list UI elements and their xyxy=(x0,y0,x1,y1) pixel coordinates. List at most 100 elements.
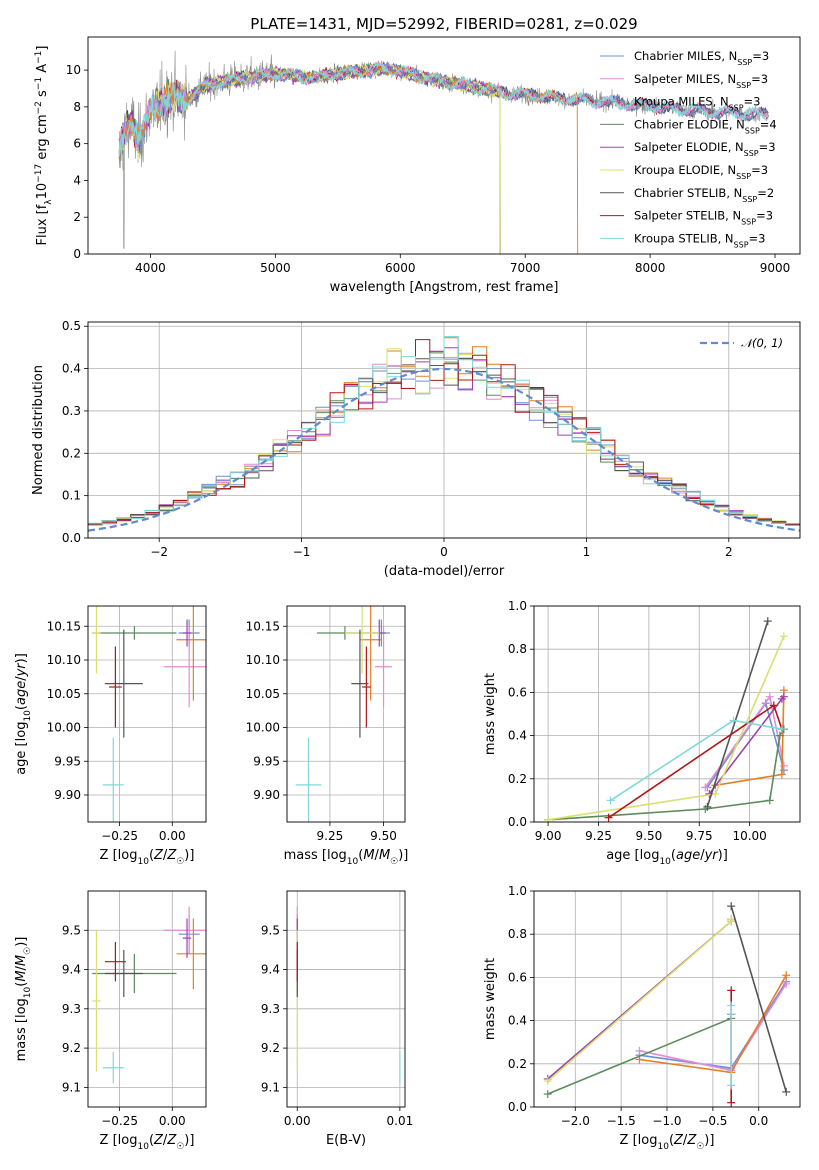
y-tick-label: 4 xyxy=(73,173,81,187)
legend-label-n: =3 xyxy=(756,209,773,223)
y-tick-label: 0 xyxy=(73,247,81,261)
y-tick-label: 0.2 xyxy=(508,772,527,786)
x-tick-label: −0.25 xyxy=(101,829,138,843)
xlabel-part: ( xyxy=(149,1133,154,1148)
x-tick-label: 2 xyxy=(725,545,733,559)
age_vs_mass-xlabel: mass [log10(M/M☉)] xyxy=(284,848,409,867)
y-tick-label: 0.6 xyxy=(508,685,527,699)
weight_vs_Z-axes: −2.0 −1.5 −1.0 −0.5 0.0 0.0 0.2 0.4 0.6 0.8 1.0 xyxy=(508,884,800,1128)
legend-label: Kroupa STELIB, NSSP=3 xyxy=(634,231,765,249)
legend-label-sub: SSP xyxy=(736,172,751,181)
legend-label-sub: SSP xyxy=(742,194,757,203)
legend-label: Salpeter MILES, NSSP=3 xyxy=(634,72,768,90)
legend-label-n: =3 xyxy=(759,140,776,154)
y-tick-label: 0.5 xyxy=(62,319,81,333)
xlabel-part: / xyxy=(683,1133,688,1148)
legend-label: Chabrier ELODIE, NSSP=4 xyxy=(634,117,777,135)
xlabel-part: Z xyxy=(686,1133,697,1148)
y-tick-label: 10.10 xyxy=(246,653,280,667)
xlabel-part: ☉ xyxy=(176,857,184,867)
xlabel-part: age [log xyxy=(606,848,659,863)
weight-line xyxy=(706,620,769,808)
mass_vs_ebv-xlabel: E(B-V) xyxy=(326,1133,366,1148)
age_vs_Z-xlabel: Z [log10(Z/Z☉)] xyxy=(100,848,195,867)
xlabel-part: M xyxy=(379,848,390,863)
ylabel-part: A xyxy=(35,64,50,77)
legend-label-n: =3 xyxy=(751,163,768,177)
xlabel-part: / xyxy=(163,1133,168,1148)
mass_vs_ebv-axes: 0.00 0.01 9.1 9.2 9.3 9.4 9.5 xyxy=(261,891,413,1128)
weight-series-salpeter-stelib xyxy=(604,701,786,822)
x-tick-label: 1 xyxy=(583,545,591,559)
xlabel-part: )] xyxy=(184,1133,194,1148)
errorbar-chabrier-stelib xyxy=(104,629,143,738)
errorbar-kroupa-stelib xyxy=(295,737,322,822)
xlabel-part: Z xyxy=(673,1133,684,1148)
residuals-axes: −2 −1 0 1 2 0.0 0.1 0.2 0.3 0.4 0.5 xyxy=(62,319,800,559)
legend-label-name: Kroupa ELODIE, N xyxy=(634,163,736,177)
y-tick-label: 9.90 xyxy=(253,788,280,802)
y-tick-label: 10.05 xyxy=(246,687,280,701)
x-tick-label: −0.25 xyxy=(101,1114,138,1128)
y-tick-label: 0.2 xyxy=(508,1057,527,1071)
spectrum-model-kroupa-elodie xyxy=(118,61,501,254)
legend-label-sub: SSP xyxy=(736,80,751,89)
x-tick-label: 8000 xyxy=(635,261,666,275)
legend-label-n: =3 xyxy=(749,231,766,245)
xlabel-part: Z [log xyxy=(100,848,138,863)
xlabel-part: mass [log xyxy=(284,848,347,863)
legend-label-n: =2 xyxy=(757,186,774,200)
ylabel-part: ] xyxy=(35,46,50,51)
xlabel-part: ☉ xyxy=(176,1142,184,1152)
x-tick-label: 9.25 xyxy=(317,829,344,843)
weight-series-chabrier-stelib xyxy=(703,617,772,811)
xlabel-part: / xyxy=(375,848,380,863)
weight_vs_age-ylabel: mass weight xyxy=(483,673,498,755)
legend-label-name: Salpeter STELIB, N xyxy=(634,209,741,223)
mass_vs_Z-frame xyxy=(87,890,207,1108)
y-tick-label: 10.00 xyxy=(47,721,81,735)
ylabel-part: age xyxy=(14,681,29,705)
xlabel-part: )] xyxy=(704,1133,714,1148)
xlabel-part: Z xyxy=(153,1133,164,1148)
legend-label-sub: SSP xyxy=(737,58,752,67)
x-tick-label: 10.00 xyxy=(732,829,766,843)
errorbar-kroupa-stelib xyxy=(102,1052,124,1084)
x-tick-label: 9.50 xyxy=(636,829,663,843)
xlabel-part: 10 xyxy=(659,857,671,867)
y-tick-label: 10.15 xyxy=(246,619,280,633)
legend-label: Chabrier STELIB, NSSP=2 xyxy=(634,186,774,204)
age_vs_Z-ylabel: age [log10(age/yr)] xyxy=(14,653,33,775)
ylabel-part: )] xyxy=(14,653,29,663)
ylabel-part: yr xyxy=(14,662,29,678)
ylabel-part: / xyxy=(14,676,29,681)
errorbar-chabrier-elodie xyxy=(92,626,177,640)
ylabel-part: mass [log xyxy=(14,998,29,1061)
x-tick-label: −0.5 xyxy=(698,1114,727,1128)
y-tick-label: 9.4 xyxy=(62,963,81,977)
x-tick-label: 7000 xyxy=(510,261,541,275)
age_vs_mass-frame xyxy=(286,605,406,823)
weight_vs_age-axes: 9.00 9.25 9.50 9.75 10.00 0.0 0.2 0.4 0.6 0.8 1.0 xyxy=(508,599,800,843)
y-tick-label: 9.1 xyxy=(261,1080,280,1094)
y-tick-label: 10.05 xyxy=(47,687,81,701)
weight-series-kroupa-stelib xyxy=(727,1001,736,1090)
x-tick-label: 0.0 xyxy=(749,1114,768,1128)
x-tick-label: −2 xyxy=(150,545,168,559)
spectrum-title: PLATE=1431, MJD=52992, FIBERID=0281, z=0… xyxy=(250,15,637,33)
errorbar-kroupa-miles xyxy=(359,606,382,701)
weight-series-kroupa-stelib xyxy=(606,716,786,805)
xlabel-part: 10 xyxy=(657,1142,669,1152)
legend-label-n: =3 xyxy=(751,72,768,86)
y-tick-label: 9.1 xyxy=(62,1080,81,1094)
y-tick-label: 6 xyxy=(73,137,81,151)
age_vs_Z-axes: −0.25 0.00 9.90 9.95 10.00 10.05 10.10 10.15 xyxy=(47,606,206,843)
hist-legend-label: 𝒩(0, 1) xyxy=(741,336,783,350)
y-tick-label: 9.3 xyxy=(261,1002,280,1016)
age_vs_Z-frame xyxy=(87,605,207,823)
ylabel-part: −2 xyxy=(34,101,44,114)
y-tick-label: 0.0 xyxy=(508,1100,527,1114)
errorbar-salpeter-elodie xyxy=(182,918,192,958)
legend-label-name: Chabrier MILES, N xyxy=(634,49,737,63)
